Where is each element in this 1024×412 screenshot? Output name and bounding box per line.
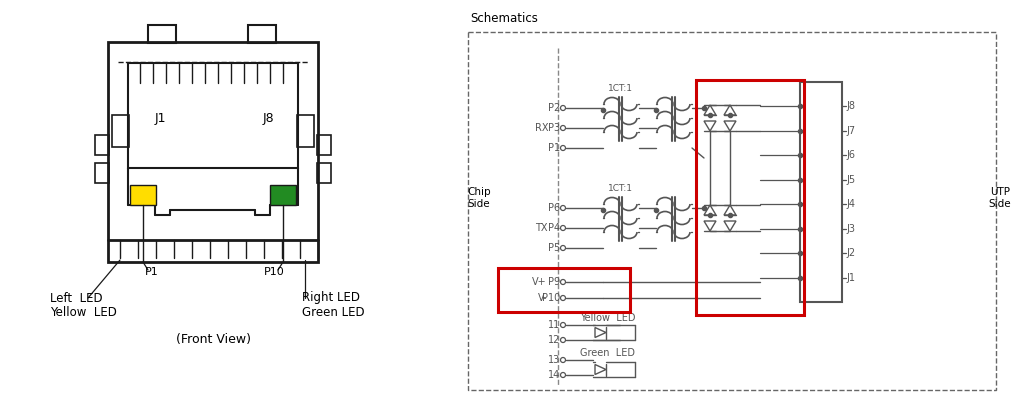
Bar bbox=[108, 42, 318, 262]
Text: Yellow  LED: Yellow LED bbox=[50, 306, 117, 318]
Bar bbox=[297, 115, 314, 147]
Text: P3: P3 bbox=[548, 123, 560, 133]
Text: P1: P1 bbox=[145, 267, 159, 277]
Bar bbox=[498, 268, 630, 312]
Bar bbox=[270, 185, 296, 205]
Text: 11: 11 bbox=[548, 320, 560, 330]
Bar bbox=[95, 163, 109, 183]
Text: J5: J5 bbox=[846, 175, 855, 185]
Bar bbox=[112, 115, 129, 147]
Text: Right LED: Right LED bbox=[302, 292, 360, 304]
Bar bbox=[95, 135, 109, 155]
Text: 1CT:1: 1CT:1 bbox=[607, 84, 633, 93]
Text: J3: J3 bbox=[846, 224, 855, 234]
Text: Green  LED: Green LED bbox=[580, 348, 635, 358]
Bar bbox=[800, 82, 842, 302]
Bar bbox=[317, 163, 331, 183]
Text: TX: TX bbox=[536, 223, 548, 233]
Bar bbox=[468, 32, 996, 390]
Text: J4: J4 bbox=[846, 199, 855, 209]
Text: UTP
Side: UTP Side bbox=[989, 187, 1012, 209]
Text: Schematics: Schematics bbox=[470, 12, 538, 24]
Text: J8: J8 bbox=[846, 101, 855, 111]
Text: V-: V- bbox=[538, 293, 547, 303]
Text: J2: J2 bbox=[846, 248, 855, 258]
Text: 14: 14 bbox=[548, 370, 560, 380]
Text: 13: 13 bbox=[548, 355, 560, 365]
Bar bbox=[696, 80, 804, 315]
Text: P2: P2 bbox=[548, 103, 560, 113]
Text: Chip
Side: Chip Side bbox=[467, 187, 490, 209]
Bar bbox=[130, 185, 156, 205]
Text: P10: P10 bbox=[263, 267, 285, 277]
Text: J6: J6 bbox=[846, 150, 855, 160]
Text: Left  LED: Left LED bbox=[50, 292, 102, 304]
Text: V+: V+ bbox=[532, 277, 547, 287]
Text: 12: 12 bbox=[548, 335, 560, 345]
Text: P4: P4 bbox=[548, 223, 560, 233]
Text: P10: P10 bbox=[542, 293, 560, 303]
Text: Yellow  LED: Yellow LED bbox=[580, 313, 636, 323]
Text: 1CT:1: 1CT:1 bbox=[607, 183, 633, 192]
Bar bbox=[317, 135, 331, 155]
Text: P9: P9 bbox=[548, 277, 560, 287]
Text: J7: J7 bbox=[846, 126, 855, 136]
Bar bbox=[128, 63, 298, 168]
Text: J8: J8 bbox=[262, 112, 273, 124]
Text: (Front View): (Front View) bbox=[175, 333, 251, 346]
Text: P6: P6 bbox=[548, 203, 560, 213]
Bar bbox=[248, 25, 276, 43]
Bar bbox=[148, 25, 176, 43]
Text: P5: P5 bbox=[548, 243, 560, 253]
Text: Green LED: Green LED bbox=[302, 306, 365, 318]
Text: RX: RX bbox=[535, 123, 548, 133]
Text: P1: P1 bbox=[548, 143, 560, 153]
Text: J1: J1 bbox=[155, 112, 166, 124]
Text: J1: J1 bbox=[846, 273, 855, 283]
